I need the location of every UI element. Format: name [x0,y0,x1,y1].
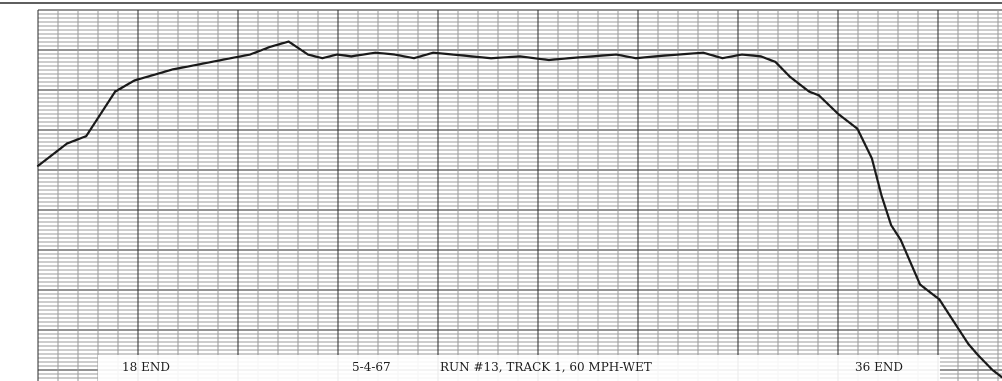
annotation-left-end: 18 END [122,360,170,374]
trace-point [818,94,820,97]
trace-point [871,157,873,160]
trace-point [66,142,68,145]
trace-point [268,46,271,48]
trace-point [37,165,39,167]
trace-point [721,57,724,60]
trace-point [991,369,994,371]
trace-point [490,57,492,60]
trace-point [432,51,435,54]
trace-point [654,55,656,58]
trace-point [85,135,87,137]
trace-point [172,68,174,71]
trace-point [350,55,353,58]
trace-point [837,113,839,115]
trace-point [634,57,637,60]
trace-point [133,79,136,82]
annotation-run-title: RUN #13, TRACK 1, 60 MPH-WET [440,360,652,374]
trace-point [191,64,194,67]
trace-layer [36,40,1002,379]
trace-point [307,53,309,56]
trace-point [519,55,521,58]
trace-point [152,74,155,76]
trace-point [548,59,550,61]
trace-point [899,239,902,241]
trace-point [774,61,777,63]
trace-point [413,57,415,60]
trace-point [591,55,594,58]
trace-point [471,55,473,58]
annotation-date: 5-4-67 [352,360,391,374]
trace-point [890,224,892,226]
trace-point [740,53,743,56]
annotation-right-end: 36 END [855,360,903,374]
trace-point [909,261,912,264]
trace-point [287,40,290,43]
trace-point [95,120,97,123]
trace-point [808,90,810,93]
trace-point [336,53,338,56]
label-band [98,355,940,381]
trace-point [760,55,762,58]
trace-point [451,53,454,56]
trace-point [948,313,950,316]
trace-point [678,53,680,56]
trace-point [393,53,396,56]
trace-point [249,53,251,56]
trace-point [210,61,213,63]
trace-point [374,51,377,54]
trace-point [230,57,232,60]
trace-point [702,51,704,54]
trace-point [567,57,569,60]
trace-point [977,354,979,356]
trace-point [789,75,791,78]
trace-point [967,343,970,345]
trace-point [880,194,883,197]
trace-point [321,57,324,60]
trace-point [798,83,801,85]
trace-point [56,150,59,152]
trace-point [938,298,941,301]
trace-point [114,90,116,93]
trace-point [856,127,859,130]
trace-point [615,53,618,56]
trace-point [919,283,921,286]
trace-point [957,328,960,330]
trace-point [928,291,931,293]
